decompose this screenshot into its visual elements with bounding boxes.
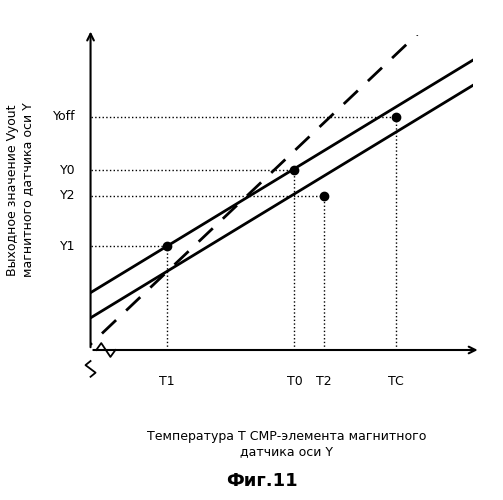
Text: Фиг.11: Фиг.11 [226,472,297,490]
Text: Выходное значение Vyout
магнитного датчика оси Y: Выходное значение Vyout магнитного датчи… [6,102,34,278]
Text: Yoff: Yoff [53,110,75,124]
Text: T2: T2 [316,375,332,388]
Text: Y0: Y0 [60,164,75,177]
Text: Y1: Y1 [60,240,75,252]
Text: T1: T1 [159,375,175,388]
Text: TC: TC [388,375,404,388]
Text: T0: T0 [287,375,302,388]
Text: Температура Т СМР-элемента магнитного
датчика оси Y: Температура Т СМР-элемента магнитного да… [147,430,427,458]
Text: Y2: Y2 [60,189,75,202]
